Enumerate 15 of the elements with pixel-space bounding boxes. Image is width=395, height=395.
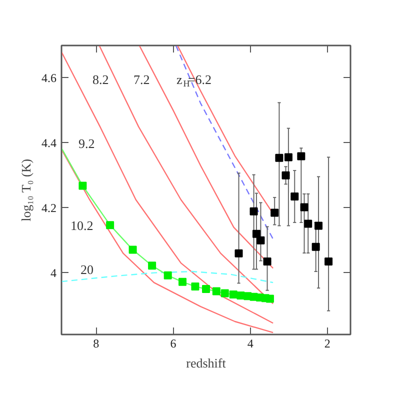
x-tick-label: 4 xyxy=(247,336,254,350)
x-tick-label: 8 xyxy=(93,336,100,350)
y-tick-label: 4.4 xyxy=(42,136,56,150)
y-tick-label: 4.6 xyxy=(42,70,56,85)
series-label: 20 xyxy=(80,262,94,277)
series-label: 7.2 xyxy=(134,72,150,87)
y-axis-title: log₁₀ T₀ (K) xyxy=(18,158,34,222)
x-tick-label: 6 xyxy=(170,336,176,350)
x-axis-title: redshift xyxy=(186,356,226,370)
series-label: 9.2 xyxy=(78,136,95,151)
y-tick-label: 4.2 xyxy=(42,200,56,215)
x-tick-label: 2 xyxy=(324,336,330,350)
series-label: 8.2 xyxy=(92,72,109,87)
y-tick-label: 4 xyxy=(50,266,56,280)
series-label: 10.2 xyxy=(70,218,94,233)
